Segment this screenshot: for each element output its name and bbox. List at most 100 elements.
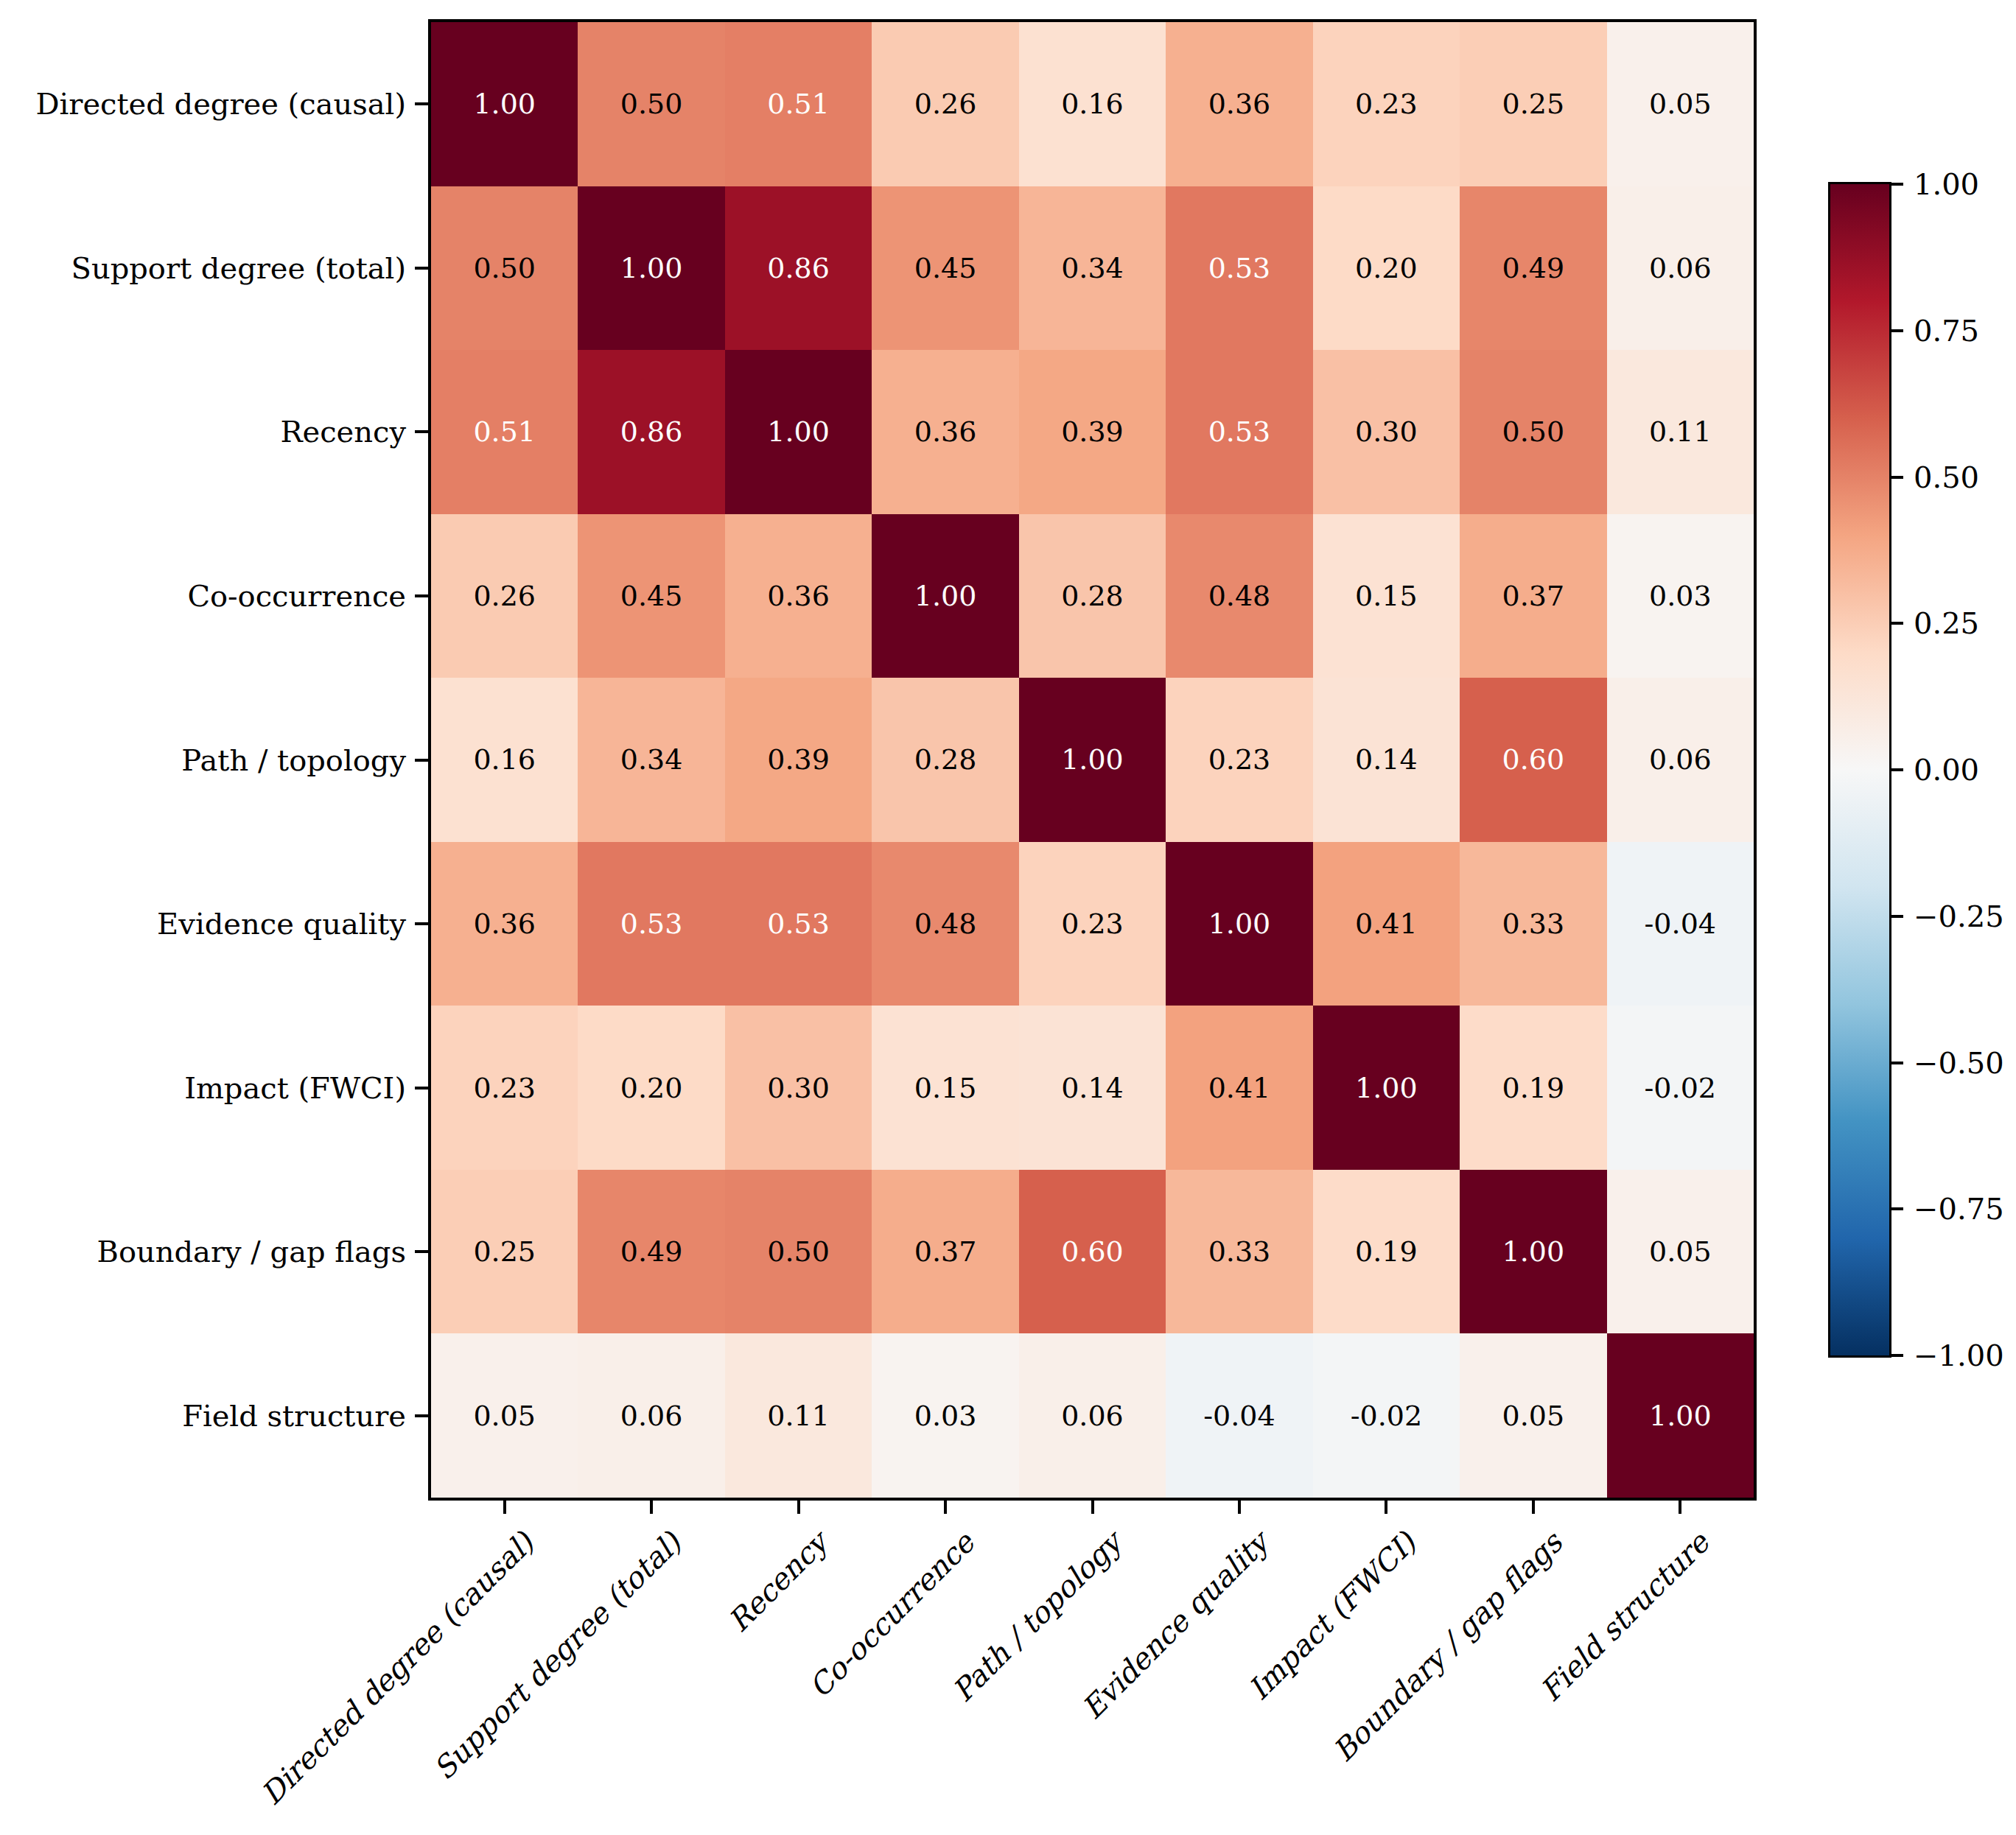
heatmap-cell: 1.00 [1019, 678, 1166, 842]
heatmap-cell: 0.28 [1019, 514, 1166, 678]
y-tick-label: Recency [0, 415, 406, 449]
cell-value: 1.00 [1355, 1074, 1418, 1102]
heatmap-cell: 0.86 [725, 186, 872, 351]
cell-value: 0.53 [1208, 254, 1271, 282]
heatmap-cell: 1.00 [725, 350, 872, 514]
heatmap-cell: 0.30 [725, 1006, 872, 1170]
heatmap-cell: 0.49 [578, 1170, 724, 1334]
cell-value: 1.00 [1061, 745, 1124, 773]
y-tick-mark [415, 267, 428, 270]
cell-value: 0.03 [1649, 582, 1712, 610]
cell-value: -0.02 [1645, 1074, 1716, 1102]
x-tick-mark [1238, 1501, 1241, 1514]
y-tick-mark [415, 594, 428, 597]
cell-value: 0.86 [767, 254, 830, 282]
colorbar-tick-label: −0.50 [1914, 1046, 2004, 1080]
cell-value: 1.00 [1502, 1238, 1565, 1266]
cell-value: 1.00 [914, 582, 977, 610]
heatmap-cell: 0.06 [1607, 186, 1754, 351]
cell-value: 0.86 [620, 418, 683, 446]
heatmap-cell: -0.02 [1607, 1006, 1754, 1170]
heatmap-cell: 0.48 [872, 842, 1018, 1006]
heatmap-cell: 0.05 [1607, 22, 1754, 186]
heatmap-cell: 0.05 [1460, 1333, 1606, 1498]
colorbar-tick-label: −0.25 [1914, 899, 2004, 933]
cell-value: -0.04 [1645, 910, 1716, 938]
heatmap-cell: -0.04 [1166, 1333, 1312, 1498]
colorbar-tick-mark [1891, 768, 1903, 771]
heatmap-cell: 0.53 [1166, 350, 1312, 514]
heatmap-cell: 0.11 [725, 1333, 872, 1498]
cell-value: 0.28 [1061, 582, 1124, 610]
heatmap-cell: 0.20 [1313, 186, 1460, 351]
colorbar [1828, 182, 1891, 1358]
heatmap-cell: 0.23 [1313, 22, 1460, 186]
cell-value: 0.14 [1355, 745, 1418, 773]
cell-value: 0.48 [914, 910, 977, 938]
heatmap-cell: 0.23 [431, 1006, 578, 1170]
heatmap-cell: 0.48 [1166, 514, 1312, 678]
y-tick-mark [415, 430, 428, 433]
colorbar-tick-label: 0.75 [1914, 314, 1979, 348]
cell-value: 0.26 [914, 90, 977, 118]
heatmap-cell: 0.36 [1166, 22, 1312, 186]
cell-value: 0.11 [1649, 418, 1712, 446]
cell-value: 0.19 [1502, 1074, 1565, 1102]
x-tick-mark [1385, 1501, 1387, 1514]
cell-value: 0.05 [1502, 1402, 1565, 1430]
heatmap-cell: 0.39 [1019, 350, 1166, 514]
cell-value: 0.06 [1061, 1402, 1124, 1430]
cell-value: 0.30 [767, 1074, 830, 1102]
cell-value: 0.45 [914, 254, 977, 282]
cell-value: 0.36 [914, 418, 977, 446]
heatmap-cell: 0.50 [1460, 350, 1606, 514]
cell-value: 0.60 [1502, 745, 1565, 773]
cell-value: 0.53 [620, 910, 683, 938]
cell-value: 0.26 [473, 582, 536, 610]
heatmap-cell: 0.23 [1166, 678, 1312, 842]
heatmap-cell: 0.30 [1313, 350, 1460, 514]
cell-value: 0.20 [620, 1074, 683, 1102]
y-tick-mark [415, 922, 428, 925]
heatmap-cell: 0.33 [1460, 842, 1606, 1006]
colorbar-tick-mark [1891, 1354, 1903, 1357]
heatmap-cell: 0.06 [1019, 1333, 1166, 1498]
cell-value: -0.04 [1203, 1402, 1275, 1430]
y-tick-label: Boundary / gap flags [0, 1235, 406, 1269]
heatmap-cell: 0.28 [872, 678, 1018, 842]
cell-value: 0.48 [1208, 582, 1271, 610]
cell-value: 0.45 [620, 582, 683, 610]
heatmap-cell: 0.11 [1607, 350, 1754, 514]
cell-value: -0.02 [1351, 1402, 1422, 1430]
cell-value: 0.23 [473, 1074, 536, 1102]
y-tick-mark [415, 759, 428, 762]
cell-value: 0.33 [1208, 1238, 1271, 1266]
heatmap-cell: 0.05 [431, 1333, 578, 1498]
y-tick-label: Impact (FWCI) [0, 1071, 406, 1105]
heatmap-cell: 0.45 [578, 514, 724, 678]
heatmap-cell: 0.37 [872, 1170, 1018, 1334]
cell-value: 0.49 [1502, 254, 1565, 282]
heatmap-cell: 0.15 [872, 1006, 1018, 1170]
colorbar-tick-mark [1891, 622, 1903, 625]
heatmap-cell: 0.19 [1313, 1170, 1460, 1334]
cell-value: 0.50 [767, 1238, 830, 1266]
heatmap-cell: 0.39 [725, 678, 872, 842]
heatmap-cell: 0.36 [725, 514, 872, 678]
x-tick-mark [944, 1501, 947, 1514]
heatmap-cell: 0.14 [1019, 1006, 1166, 1170]
heatmap-cell: 0.33 [1166, 1170, 1312, 1334]
y-tick-label: Directed degree (causal) [0, 87, 406, 121]
cell-value: 0.11 [767, 1402, 830, 1430]
cell-value: 0.37 [1502, 582, 1565, 610]
cell-value: 0.41 [1355, 910, 1418, 938]
heatmap-cell: 0.41 [1313, 842, 1460, 1006]
heatmap-cell: 0.16 [1019, 22, 1166, 186]
cell-value: 0.51 [473, 418, 536, 446]
heatmap-cell: 1.00 [1460, 1170, 1606, 1334]
colorbar-tick-mark [1891, 915, 1903, 918]
cell-value: 0.05 [1649, 1238, 1712, 1266]
x-tick-mark [503, 1501, 506, 1514]
y-tick-label: Co-occurrence [0, 579, 406, 613]
cell-value: 0.53 [1208, 418, 1271, 446]
